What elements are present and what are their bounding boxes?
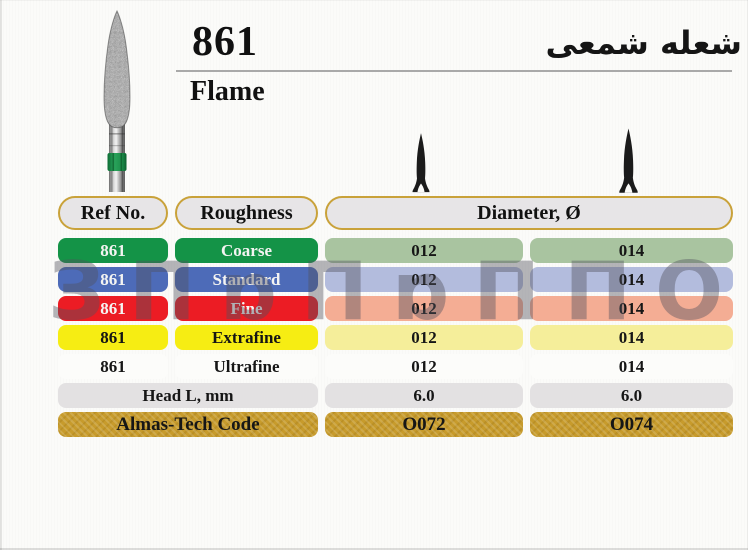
shape-name-farsi: شعله شمعی: [545, 24, 743, 62]
ref-cell-fine: 861: [58, 296, 168, 321]
diameter2-cell-fine: 014: [530, 296, 733, 321]
diameter2-cell-standard: 014: [530, 267, 733, 292]
roughness-cell-ultrafine: Ultrafine: [175, 354, 318, 379]
roughness-cell-coarse: Coarse: [175, 238, 318, 263]
spec-table-header: Ref No. Roughness Diameter, Ø: [58, 196, 733, 230]
diameter2-cell-coarse: 014: [530, 238, 733, 263]
head-length-value-1: 6.0: [325, 383, 523, 408]
almas-tech-code-1: O072: [325, 412, 523, 437]
shape-name-english: Flame: [190, 76, 265, 107]
title-divider: [176, 70, 732, 72]
spec-table: Ref No. Roughness Diameter, Ø 861 Coarse…: [58, 196, 733, 437]
ref-cell-standard: 861: [58, 267, 168, 292]
diameter1-cell-coarse: 012: [325, 238, 523, 263]
ref-cell-coarse: 861: [58, 238, 168, 263]
head-length-value-2: 6.0: [530, 383, 733, 408]
roughness-cell-standard: Standard: [175, 267, 318, 292]
diameter1-cell-ultrafine: 012: [325, 354, 523, 379]
page-title-ref-number: 861: [192, 19, 258, 65]
flame-silhouette-012: [412, 133, 430, 193]
ref-cell-extrafine: 861: [58, 325, 168, 350]
diameter2-cell-ultrafine: 014: [530, 354, 733, 379]
diameter1-cell-extrafine: 012: [325, 325, 523, 350]
spec-table-body: 861 Coarse 012 014 861 Standard 012 014 …: [58, 238, 733, 437]
diamond-bur-photo: [103, 9, 131, 192]
roughness-cell-fine: Fine: [175, 296, 318, 321]
col-header-roughness: Roughness: [175, 196, 318, 230]
ref-cell-ultrafine: 861: [58, 354, 168, 379]
col-header-diameter: Diameter, Ø: [325, 196, 733, 230]
diameter2-cell-extrafine: 014: [530, 325, 733, 350]
col-header-ref-no: Ref No.: [58, 196, 168, 230]
diameter1-cell-standard: 012: [325, 267, 523, 292]
head-length-label: Head L, mm: [58, 383, 318, 408]
diameter1-cell-fine: 012: [325, 296, 523, 321]
almas-tech-code-label: Almas-Tech Code: [58, 412, 318, 437]
roughness-cell-extrafine: Extrafine: [175, 325, 318, 350]
green-coarse-band: [107, 153, 127, 171]
flame-silhouette-014: [619, 128, 638, 193]
almas-tech-code-2: O074: [530, 412, 733, 437]
